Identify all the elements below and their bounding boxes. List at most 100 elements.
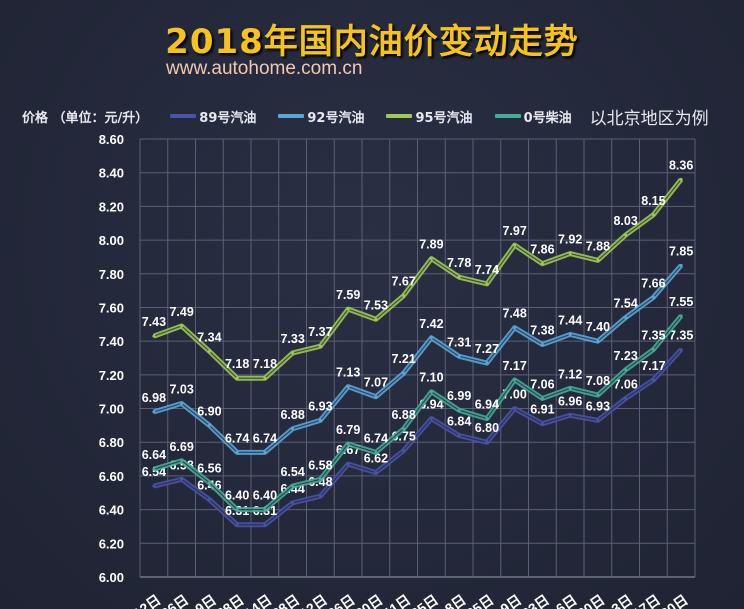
data-label: 7.31 xyxy=(447,335,471,349)
data-label: 7.54 xyxy=(613,297,637,311)
data-label: 7.06 xyxy=(530,377,554,391)
data-label: 7.55 xyxy=(669,295,693,309)
y-tick-label: 7.80 xyxy=(99,267,124,282)
legend-swatch xyxy=(278,114,305,118)
data-point xyxy=(152,484,156,488)
data-label: 8.03 xyxy=(613,214,637,228)
data-label: 7.10 xyxy=(419,371,443,385)
series-line-inner-0 xyxy=(153,315,682,511)
data-point xyxy=(235,523,239,527)
legend-swatch xyxy=(170,114,197,118)
x-tick-label: 25日 xyxy=(408,591,441,609)
data-point xyxy=(485,440,489,444)
data-point xyxy=(374,395,378,399)
legend-item-0: 0号柴油 xyxy=(494,107,572,126)
x-tick-label: 20日 xyxy=(574,591,607,609)
data-label: 6.80 xyxy=(475,421,499,435)
data-point xyxy=(679,263,683,267)
data-point xyxy=(540,422,544,426)
unit-label: 价格 （单位：元/升） xyxy=(22,110,149,126)
x-tick-label: 17日 xyxy=(630,591,663,609)
y-tick-label: 7.40 xyxy=(99,334,124,349)
data-point xyxy=(540,262,544,266)
data-point xyxy=(152,334,156,338)
data-label: 7.17 xyxy=(502,359,526,373)
data-point xyxy=(513,378,517,382)
data-label: 7.85 xyxy=(669,244,693,258)
data-point xyxy=(457,275,461,279)
y-tick-label: 8.60 xyxy=(99,132,124,147)
data-label: 6.64 xyxy=(142,448,166,462)
data-point xyxy=(485,417,489,421)
data-label: 6.99 xyxy=(447,389,471,403)
data-point xyxy=(429,390,433,394)
data-label: 7.07 xyxy=(364,376,388,390)
data-point xyxy=(568,413,572,417)
data-point xyxy=(596,393,600,397)
data-label: 7.53 xyxy=(364,298,388,312)
data-point xyxy=(402,449,406,453)
y-tick-label: 8.00 xyxy=(99,233,124,248)
x-tick-label: 30日 xyxy=(657,591,690,609)
data-label: 7.48 xyxy=(502,307,526,321)
y-tick-label: 6.80 xyxy=(99,435,124,450)
data-label: 7.33 xyxy=(280,332,304,346)
data-label: 6.96 xyxy=(558,394,582,408)
data-label: 6.56 xyxy=(197,462,221,476)
data-label: 7.59 xyxy=(336,288,360,302)
data-point xyxy=(485,282,489,286)
data-point xyxy=(346,385,350,389)
data-label: 6.74 xyxy=(253,431,277,445)
data-point xyxy=(263,523,267,527)
data-label: 7.35 xyxy=(669,329,693,343)
data-label: 6.93 xyxy=(308,399,332,413)
data-label: 7.34 xyxy=(197,330,221,344)
region-note: 以北京地区为例 xyxy=(589,108,709,129)
data-point xyxy=(540,396,544,400)
data-point xyxy=(346,462,350,466)
data-label: 7.35 xyxy=(641,329,665,343)
legend-label: 92号汽油 xyxy=(307,110,365,126)
x-tick-label: 12日 xyxy=(297,591,330,609)
data-point xyxy=(596,258,600,262)
data-label: 7.43 xyxy=(142,315,166,329)
data-label: 8.36 xyxy=(669,158,693,172)
data-label: 7.78 xyxy=(447,256,471,270)
data-point xyxy=(180,401,184,405)
chart-title: 2018年国内油价变动走势 xyxy=(165,22,579,62)
y-tick-label: 6.60 xyxy=(99,469,124,484)
data-label: 6.54 xyxy=(280,465,304,479)
data-point xyxy=(457,354,461,358)
data-point xyxy=(235,450,239,454)
data-label: 7.03 xyxy=(169,382,193,396)
data-point xyxy=(346,307,350,311)
data-point xyxy=(263,450,267,454)
data-label: 7.23 xyxy=(613,349,637,363)
x-tick-label: 11日 xyxy=(381,591,414,609)
y-tick-label: 6.00 xyxy=(99,570,124,585)
data-point xyxy=(291,501,295,505)
data-point xyxy=(624,368,628,372)
legend-label: 89号汽油 xyxy=(199,110,257,126)
data-point xyxy=(540,343,544,347)
x-tick-label: 30日 xyxy=(352,591,385,609)
legend-swatch xyxy=(494,114,521,118)
data-point xyxy=(374,317,378,321)
data-label: 7.49 xyxy=(169,305,193,319)
data-point xyxy=(180,324,184,328)
x-tick-label: 26日 xyxy=(324,591,357,609)
data-point xyxy=(318,494,322,498)
data-label: 6.62 xyxy=(364,452,388,466)
data-label: 7.89 xyxy=(419,238,443,252)
y-tick-label: 7.20 xyxy=(99,368,124,383)
data-label: 6.74 xyxy=(364,431,388,445)
data-label: 6.88 xyxy=(280,408,304,422)
data-label: 7.97 xyxy=(502,224,526,238)
series-line-inner-95 xyxy=(153,179,682,379)
data-point xyxy=(318,477,322,481)
data-point xyxy=(291,484,295,488)
data-point xyxy=(207,481,211,485)
data-label: 7.18 xyxy=(225,357,249,371)
data-point xyxy=(624,316,628,320)
